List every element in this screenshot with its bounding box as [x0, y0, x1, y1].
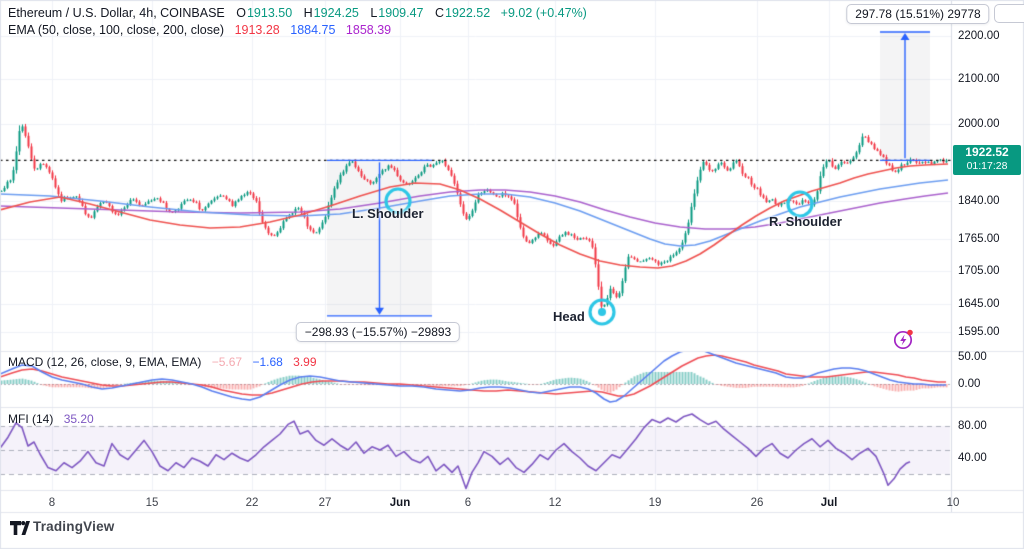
time-axis-label: 22 — [245, 497, 259, 509]
ohlc-low: L1909.47 — [370, 6, 424, 20]
time-axis-label: Jun — [389, 497, 411, 509]
mfi-value: 35.20 — [63, 412, 94, 426]
mfi-label[interactable]: MFI (14) — [8, 412, 54, 426]
left-shoulder-label[interactable]: L. Shoulder — [352, 206, 424, 221]
time-axis-label: 27 — [318, 497, 332, 509]
macd-line-value: −1.68 — [252, 355, 283, 369]
price-axis-label: 1645.00 — [958, 297, 1000, 310]
price-axis-label: 2000.00 — [958, 118, 1000, 130]
mfi-info-row: MFI (14) 35.20 — [8, 412, 94, 426]
mfi-axis-label: 80.00 — [958, 420, 987, 432]
time-axis-label: 8 — [48, 497, 56, 509]
price-axis-label: 2200.00 — [958, 30, 1000, 43]
technicals-icon[interactable] — [892, 328, 915, 351]
macd-axis-label: 0.00 — [958, 378, 981, 390]
right-shoulder-label[interactable]: R. Shoulder — [769, 214, 842, 229]
change-value: +9.02 (+0.47%) — [500, 6, 587, 20]
ema100-value: 1884.75 — [290, 23, 336, 37]
mfi-axis-label: 40.00 — [958, 452, 987, 464]
price-axis-label: 1765.00 — [958, 232, 1000, 245]
price-axis-label: 1595.00 — [958, 326, 1000, 339]
axis-label-box — [994, 4, 1024, 23]
symbol-title[interactable]: Ethereum / U.S. Dollar, 4h, COINBASE — [8, 6, 225, 20]
ema200-value: 1858.39 — [345, 23, 392, 37]
badge-price: 1922.52 — [965, 145, 1009, 160]
macd-axis-label: 50.00 — [958, 351, 987, 363]
price-axis-label: 2100.00 — [958, 73, 1000, 86]
ema-info-row: EMA (50, close, 100, close, 200, close) … — [8, 23, 391, 37]
tradingview-brand[interactable]: TradingView — [33, 519, 115, 534]
time-axis-label: 6 — [464, 497, 472, 509]
macd-signal-value: 3.99 — [293, 355, 317, 369]
ohlc-high: H1924.25 — [303, 6, 359, 20]
tradingview-logo-icon[interactable] — [10, 521, 30, 536]
ohlc-open: O1913.50 — [236, 6, 293, 20]
price-axis-label: 1840.00 — [958, 194, 1000, 207]
badge-countdown: 01:17:28 — [966, 160, 1008, 173]
time-axis-label: 12 — [548, 497, 562, 509]
ema-label[interactable]: EMA (50, close, 100, close, 200, close) — [8, 23, 225, 37]
ema50-value: 1913.28 — [234, 23, 280, 37]
price-axis-label: 1705.00 — [958, 264, 1000, 277]
current-price-badge: 1922.52 01:17:28 — [953, 145, 1021, 176]
ohlc-close: C1922.52 — [434, 6, 491, 20]
macd-info-row: MACD (12, 26, close, 9, EMA, EMA) −5.67 … — [8, 355, 317, 369]
measure-up-label[interactable]: 297.78 (15.51%) 29778 — [846, 4, 990, 24]
macd-hist-value: −5.67 — [211, 355, 243, 369]
time-axis-label: 26 — [750, 497, 764, 509]
head-label[interactable]: Head — [553, 309, 585, 324]
time-axis-label: 15 — [145, 497, 159, 509]
macd-label[interactable]: MACD (12, 26, close, 9, EMA, EMA) — [8, 355, 202, 369]
time-axis-label: 10 — [946, 497, 960, 509]
time-axis-label: 19 — [648, 497, 662, 509]
measure-down-label[interactable]: −298.93 (−15.57%) −29893 — [295, 322, 461, 342]
time-axis-label: Jul — [820, 497, 838, 509]
symbol-info-row: Ethereum / U.S. Dollar, 4h, COINBASE O19… — [8, 6, 587, 20]
